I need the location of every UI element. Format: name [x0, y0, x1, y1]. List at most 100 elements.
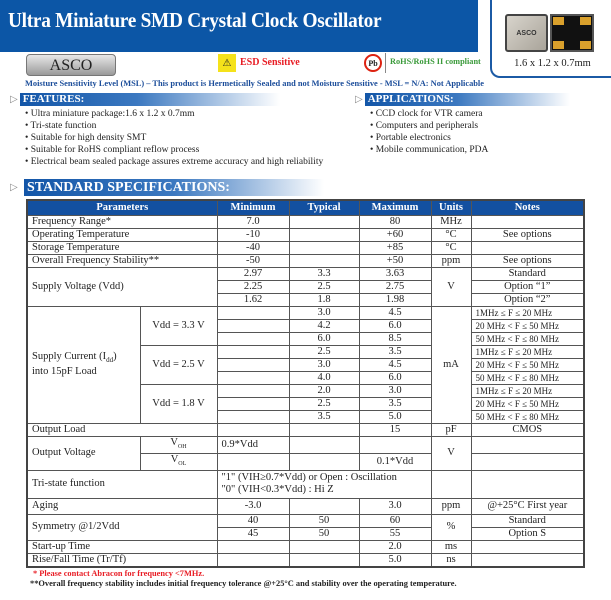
table-cell [470, 214, 585, 229]
table-cell: 4.5 [358, 305, 432, 320]
application-item: • Portable electronics [370, 133, 451, 143]
table-cell: 50 [288, 526, 360, 541]
table-cell: 3.3 [288, 266, 360, 281]
table-cell: -50 [216, 253, 290, 268]
table-cell: Supply Voltage (Vdd) [26, 266, 218, 307]
table-cell: 3.0 [288, 357, 360, 372]
specifications-block: Parameters Minimum Typical Maximum Units Note… [26, 199, 586, 589]
text: Mobile communication, PDA [375, 145, 489, 155]
table-cell: 50 MHz < F ≤ 80 MHz [470, 331, 585, 346]
text: Tri-state function [30, 121, 97, 131]
table-cell: 2.5 [288, 344, 360, 359]
table-cell: "1" (VIH≥0.7*Vdd) or Open : Oscillation "… [216, 469, 432, 499]
table-cell [470, 452, 585, 471]
msl-statement: Moisture Sensitivity Level (MSL) – This … [25, 79, 484, 88]
column-header: Notes [470, 199, 585, 216]
table-cell: See options [470, 227, 585, 242]
table-cell: 45 [216, 526, 290, 541]
features-section: ▷ FEATURES: • Ultra miniature package:1.… [10, 93, 323, 168]
table-cell: -3.0 [216, 497, 290, 515]
footnote-frequency: * Please contact Abracon for frequency <… [33, 568, 205, 578]
table-cell [470, 240, 585, 255]
table-cell: VOL [139, 452, 218, 471]
table-cell: 50 [288, 513, 360, 528]
arrow-icon: ▷ [355, 94, 363, 105]
column-header: Units [430, 199, 472, 216]
table-row: Aging -3.0 3.0 ppm @+25°C First year [26, 497, 585, 515]
table-cell: Standard [470, 266, 585, 281]
table-cell: 2.97 [216, 266, 290, 281]
table-cell [216, 370, 290, 385]
table-cell: 1MHz ≤ F ≤ 20 MHz [470, 305, 585, 320]
table-cell [358, 435, 432, 454]
table-cell: Rise/Fall Time (Tr/Tf) [26, 552, 218, 568]
table-cell: V [430, 435, 472, 471]
title-banner: Ultra Miniature SMD Crystal Clock Oscill… [0, 0, 478, 52]
feature-item: • Ultra miniature package:1.6 x 1.2 x 0.… [25, 109, 195, 119]
table-cell [216, 357, 290, 372]
table-cell: VOH [139, 435, 218, 454]
text: V [170, 436, 178, 448]
table-row: 2.5 3.5 20 MHz < F ≤ 50 MHz [27, 396, 585, 411]
text: "1" (VIH≥0.7*Vdd) or Open : Oscillation [221, 472, 397, 484]
table-cell: Storage Temperature [26, 240, 218, 255]
table-cell: 0.9*Vdd [216, 435, 290, 454]
table-cell: 4.2 [288, 318, 360, 333]
table-cell: 20 MHz < F ≤ 50 MHz [470, 396, 585, 411]
product-dimensions: 1.6 x 1.2 x 0.7mm [514, 58, 591, 69]
product-image-box: ASCO 1.6 x 1.2 x 0.7mm [490, 0, 611, 78]
esd-warning-icon: ⚠ [218, 54, 236, 72]
table-cell: Option “2” [470, 292, 585, 307]
table-cell [470, 552, 585, 568]
table-cell: 2.5 [288, 396, 360, 411]
text: OL [178, 460, 187, 467]
table-cell: 6.0 [288, 331, 360, 346]
table-cell: ppm [430, 497, 472, 515]
table-row: Frequency Range* 7.0 80 MHz [26, 214, 585, 229]
text: OH [177, 443, 187, 450]
table-cell: 55 [358, 526, 432, 541]
table-cell [216, 383, 290, 398]
table-cell: 1.98 [358, 292, 432, 307]
supply-current-label: Supply Current (Idd) into 15pF Load [26, 305, 141, 424]
table-row: Start-up Time 2.0 ms [26, 539, 585, 554]
feature-item: • Electrical beam sealed package assures… [25, 157, 324, 167]
table-cell: Tri-state function [26, 469, 218, 499]
applications-section: ▷ APPLICATIONS: • CCD clock for VTR came… [355, 93, 570, 156]
table-row: Tri-state function "1" (VIH≥0.7*Vdd) or O… [26, 469, 585, 499]
table-cell: 3.0 [358, 383, 432, 398]
product-top-image: ASCO [505, 14, 548, 52]
table-cell: 20 MHz < F ≤ 50 MHz [470, 318, 585, 333]
table-cell: 3.63 [358, 266, 432, 281]
table-cell: +60 [358, 227, 432, 242]
table-cell: +85 [358, 240, 432, 255]
table-cell [216, 331, 290, 346]
table-cell: CMOS [470, 422, 585, 437]
table-row: Supply Current (Idd) into 15pF Load Vdd =… [26, 305, 585, 424]
table-cell: 6.0 [358, 318, 432, 333]
table-cell: Start-up Time [26, 539, 218, 554]
column-header: Typical [288, 199, 360, 216]
table-row: Rise/Fall Time (Tr/Tf) 5.0 ns [26, 552, 585, 568]
table-cell: -40 [216, 240, 290, 255]
text: dd [106, 356, 114, 365]
table-cell: 80 [358, 214, 432, 229]
table-row: Supply Voltage (Vdd) 2.97 3.3 3.63 V Standard [26, 266, 585, 307]
table-cell [288, 497, 360, 515]
table-cell: 2.75 [358, 279, 432, 294]
table-cell: @+25°C First year [470, 497, 585, 515]
table-header-row: Parameters Minimum Typical Maximum Units Note… [26, 199, 585, 216]
applications-heading: APPLICATIONS: [364, 93, 570, 106]
table-cell: 1.62 [216, 292, 290, 307]
text: Suitable for RoHS compliant reflow proce… [30, 145, 200, 155]
table-cell: 5.0 [358, 552, 432, 568]
table-cell [216, 396, 290, 411]
table-cell [288, 539, 360, 554]
application-item: • Mobile communication, PDA [370, 145, 489, 155]
esd-label: ESD Sensitive [240, 57, 300, 68]
text: into 15pF Load [32, 366, 97, 378]
table-cell: 2.0 [288, 383, 360, 398]
feature-item: • Suitable for high density SMT [25, 133, 147, 143]
specifications-heading: STANDARD SPECIFICATIONS: [24, 179, 324, 196]
table-cell: 1.8 [288, 292, 360, 307]
